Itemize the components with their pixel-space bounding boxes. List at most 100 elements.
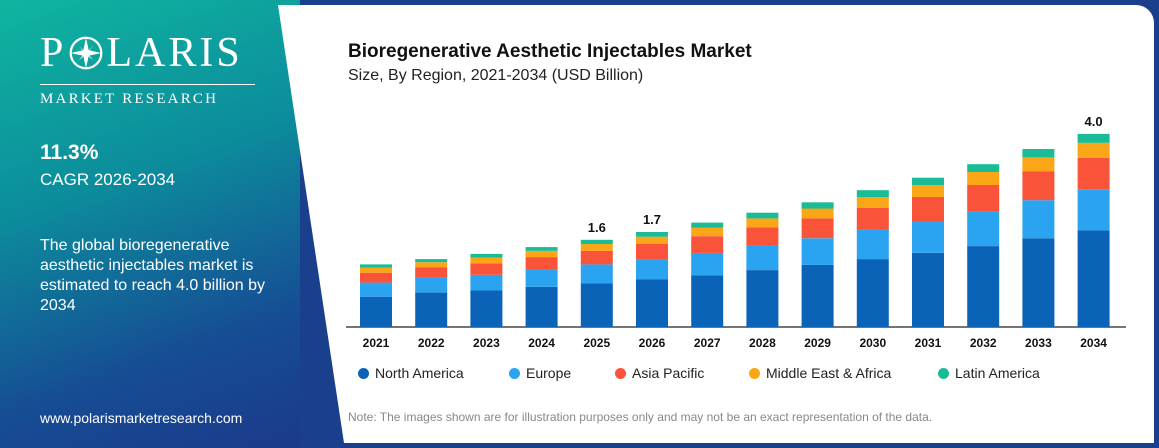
bar-2032-north-america	[967, 246, 1000, 327]
x-tick-label-2032: 2032	[970, 336, 997, 350]
bar-2027-latin-america	[691, 222, 724, 228]
bar-2029-north-america	[801, 264, 834, 327]
bar-2030-asia-pacific	[856, 208, 889, 230]
bar-2029-middle-east-africa	[801, 208, 834, 219]
chart-title: Bioregenerative Aesthetic Injectables Ma…	[348, 41, 752, 62]
bar-2021-latin-america	[360, 264, 392, 268]
bar-2021-north-america	[360, 296, 392, 327]
bar-2023-europe	[470, 274, 503, 291]
bar-2023-asia-pacific	[470, 263, 503, 275]
chart-subtitle: Size, By Region, 2021-2034 (USD Billion)	[348, 67, 644, 84]
bar-2024-middle-east-africa	[525, 250, 558, 258]
chart-card: Bioregenerative Aesthetic Injectables Ma…	[278, 5, 1154, 443]
bar-2032-middle-east-africa	[967, 172, 1000, 185]
bar-2027-middle-east-africa	[691, 227, 724, 237]
legend-swatch	[358, 367, 369, 379]
x-tick-label-2021: 2021	[363, 336, 390, 350]
bar-2025-asia-pacific	[580, 250, 613, 265]
x-tick-label-2033: 2033	[1025, 336, 1052, 350]
legend-swatch	[749, 367, 760, 379]
bar-2023-latin-america	[470, 253, 503, 258]
x-tick-label-2025: 2025	[583, 336, 610, 350]
bar-2026-europe	[636, 259, 668, 280]
x-tick-label-2023: 2023	[473, 336, 500, 350]
legend-label: Latin America	[955, 365, 1040, 381]
logo-divider	[40, 84, 255, 85]
bar-2028-north-america	[746, 270, 779, 327]
bar-2026-north-america	[636, 279, 668, 327]
bar-2024-latin-america	[525, 247, 558, 251]
bar-2022-latin-america	[415, 259, 448, 263]
bar-2024-north-america	[525, 286, 558, 327]
bar-2026-latin-america	[636, 232, 668, 237]
disclaimer-note: Note: The images shown are for illustrat…	[348, 410, 933, 424]
bar-2024-europe	[525, 269, 558, 287]
bar-2033-europe	[1022, 200, 1055, 239]
bar-2034-europe	[1077, 189, 1110, 231]
cagr-value: 11.3%	[40, 141, 99, 164]
legend-swatch	[509, 367, 520, 379]
legend-item-asia-pacific: Asia Pacific	[615, 365, 704, 381]
bar-2033-middle-east-africa	[1022, 157, 1055, 172]
bar-2029-latin-america	[801, 202, 834, 209]
legend-label: Asia Pacific	[632, 365, 705, 381]
bar-2030-middle-east-africa	[856, 197, 889, 208]
bar-2030-latin-america	[856, 190, 889, 197]
bar-2023-middle-east-africa	[470, 257, 503, 264]
bar-2024-asia-pacific	[525, 257, 558, 270]
bar-2025-europe	[580, 264, 613, 284]
data-label-2025: 1.6	[588, 220, 606, 235]
bar-2031-middle-east-africa	[912, 185, 944, 197]
bar-2034-north-america	[1077, 230, 1110, 327]
stacked-bar-chart: 2021 2022 2023 2024 2025 1.6 2026 1.7 2027 2028 20…	[346, 114, 1126, 350]
bar-2022-north-america	[415, 292, 448, 327]
legend-item-middle-east-africa: Middle East & Africa	[749, 365, 891, 381]
bar-2022-europe	[415, 277, 448, 293]
x-tick-label-2030: 2030	[859, 336, 886, 350]
bar-2031-north-america	[912, 252, 944, 327]
logo-letter-p: P	[40, 30, 67, 76]
bar-2028-asia-pacific	[746, 227, 779, 246]
bar-2031-europe	[912, 221, 944, 253]
bar-2034-latin-america	[1077, 133, 1110, 143]
bar-2025-north-america	[580, 283, 613, 327]
x-tick-label-2029: 2029	[804, 336, 831, 350]
bar-2021-asia-pacific	[360, 272, 392, 283]
bar-2026-middle-east-africa	[636, 236, 668, 244]
data-label-2026: 1.7	[643, 212, 661, 227]
legend-label: North America	[375, 365, 464, 381]
legend-swatch	[615, 367, 626, 379]
bar-2021-middle-east-africa	[360, 267, 392, 273]
bar-2023-north-america	[470, 290, 503, 327]
bar-2029-asia-pacific	[801, 218, 834, 239]
bar-2030-north-america	[856, 259, 889, 327]
bar-2021-europe	[360, 282, 392, 297]
bar-2032-europe	[967, 211, 1000, 247]
bar-2028-europe	[746, 245, 779, 271]
website-link[interactable]: www.polarismarketresearch.com	[40, 410, 243, 426]
logo-letters-laris: LARIS	[106, 30, 243, 76]
x-tick-label-2028: 2028	[749, 336, 776, 350]
legend-item-latin-america: Latin America	[938, 365, 1040, 381]
x-tick-label-2022: 2022	[418, 336, 445, 350]
bar-2027-asia-pacific	[691, 236, 724, 253]
legend-label: Middle East & Africa	[766, 365, 892, 381]
bar-2022-asia-pacific	[415, 267, 448, 278]
logo-wordmark: P LARIS	[40, 30, 260, 76]
bar-2031-latin-america	[912, 177, 944, 185]
bar-2033-latin-america	[1022, 149, 1055, 158]
bar-2034-asia-pacific	[1077, 157, 1110, 190]
bar-2027-north-america	[691, 275, 724, 327]
x-tick-label-2026: 2026	[639, 336, 666, 350]
x-tick-label-2034: 2034	[1080, 336, 1107, 350]
bar-2028-middle-east-africa	[746, 218, 779, 228]
bar-2032-latin-america	[967, 164, 1000, 172]
bar-2029-europe	[801, 238, 834, 265]
legend-label: Europe	[526, 365, 572, 381]
bar-2031-asia-pacific	[912, 197, 944, 221]
bar-2033-north-america	[1022, 238, 1055, 327]
bar-2027-europe	[691, 252, 724, 276]
x-tick-label-2027: 2027	[694, 336, 721, 350]
logo-subtitle: MARKET RESEARCH	[40, 91, 219, 107]
bar-2028-latin-america	[746, 212, 779, 219]
